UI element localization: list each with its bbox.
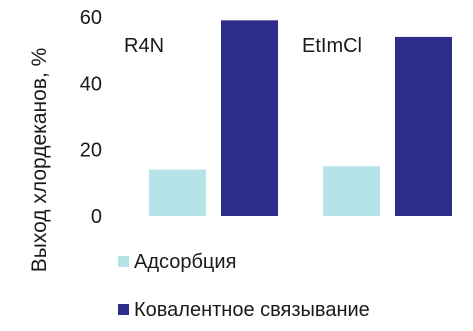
bar-etimcl-series-2	[395, 37, 452, 216]
y-axis-ticks: 0 20 40 60	[80, 7, 102, 228]
bars	[149, 20, 452, 216]
y-tick-label: 60	[80, 7, 102, 29]
bar-etimcl-series-1	[323, 166, 380, 216]
bar-r4n-series-2	[221, 20, 278, 216]
category-label: R4N	[124, 35, 164, 57]
legend-label: Ковалентное связывание	[134, 299, 370, 321]
bar-r4n-series-1	[149, 170, 206, 216]
y-tick-label: 20	[80, 140, 102, 162]
legend-swatch	[118, 256, 129, 267]
legend-label: Адсорбция	[134, 251, 236, 273]
category-label: EtImCl	[302, 35, 362, 57]
y-tick-label: 0	[91, 206, 102, 228]
legend-swatch	[118, 304, 129, 315]
y-axis-title: Выход хлордеканов, %	[28, 48, 51, 273]
y-tick-label: 40	[80, 73, 102, 95]
legend: Адсорбция Ковалентное связывание	[118, 251, 370, 321]
